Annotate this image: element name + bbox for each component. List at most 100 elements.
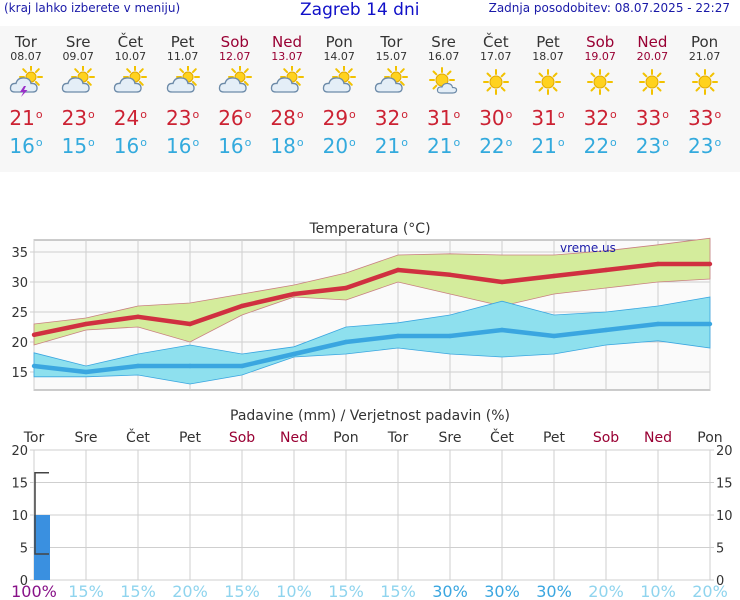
max-temp: 23o	[61, 106, 95, 130]
day-date: 14.07	[323, 50, 355, 63]
x-tick-label: Sre	[439, 430, 462, 446]
day-name: Ned	[272, 33, 302, 51]
y-tick-label-right: 15	[716, 477, 733, 492]
precip-probability-label: 15%	[328, 582, 364, 600]
forecast-day: Pet 11.07 23o 16o	[157, 26, 209, 158]
data-point	[187, 321, 193, 327]
min-temp: 22o	[479, 134, 513, 158]
day-name: Čet	[117, 33, 144, 51]
day-date: 10.07	[114, 50, 147, 63]
forecast-day: Čet 10.07 24o 16o	[104, 26, 156, 158]
min-temp: 21o	[374, 134, 408, 158]
watermark: vreme.us	[560, 241, 616, 255]
partly-cloudy-icon	[365, 65, 417, 100]
day-date: 15.07	[375, 50, 408, 63]
sun-icon	[626, 66, 678, 100]
last-update: Zadnja posodobitev: 08.07.2025 - 22:27	[488, 1, 730, 15]
x-tick-label: Sob	[593, 430, 619, 446]
min-temp: 16o	[218, 134, 252, 158]
x-tick-label: Pet	[543, 430, 566, 446]
day-name: Pon	[690, 33, 719, 51]
y-tick-label-right: 0	[716, 574, 724, 589]
partly-cloudy-icon	[104, 65, 156, 100]
day-name: Čet	[483, 33, 509, 51]
day-date: 08.07	[10, 50, 42, 63]
day-name: Sre	[431, 33, 456, 51]
data-point	[31, 332, 37, 337]
day-name: Pet	[536, 33, 560, 51]
day-date: 21.07	[688, 50, 721, 63]
y-tick-label: 25	[11, 306, 28, 321]
day-date: 09.07	[62, 50, 94, 63]
forecast-day: Ned 20.07 33o 23o	[626, 26, 678, 158]
x-tick-label: Pon	[697, 430, 722, 446]
max-temp: 28o	[270, 106, 304, 130]
precip-probability-label: 30%	[536, 582, 572, 600]
data-point	[395, 333, 401, 339]
y-tick-label: 20	[11, 336, 28, 351]
max-temp: 23o	[166, 106, 200, 130]
day-date: 19.07	[584, 50, 616, 63]
min-temp: 16o	[166, 134, 200, 158]
precip-probability-label: 15%	[120, 582, 156, 600]
precip-probability-label: 20%	[692, 582, 728, 600]
precip-probability-label: 20%	[172, 582, 208, 600]
sun-icon	[522, 66, 574, 100]
x-tick-label: Sob	[229, 430, 255, 446]
data-point	[655, 321, 661, 327]
x-tick-label: Pon	[333, 430, 358, 446]
x-tick-label: Ned	[280, 430, 308, 446]
data-point	[135, 363, 141, 369]
forecast-day: Pet 18.07 31o 21o	[522, 26, 574, 158]
day-name: Pet	[170, 33, 195, 51]
precip-range-bracket	[34, 472, 49, 555]
max-temp: 21o	[9, 106, 43, 130]
y-tick-label: 0	[20, 574, 28, 589]
forecast-day: Sob 19.07 32o 22o	[574, 26, 626, 158]
precip-probability-label: 20%	[588, 582, 624, 600]
data-point	[239, 363, 245, 369]
data-point	[291, 351, 297, 357]
forecast-day: Ned 13.07 28o 18o	[261, 26, 313, 158]
day-date: 18.07	[532, 50, 564, 63]
y-tick-label-right: 10	[716, 509, 733, 524]
x-tick-label: Čet	[126, 428, 150, 446]
min-temp: 23o	[688, 134, 722, 158]
min-temp: 22o	[583, 134, 617, 158]
x-tick-label: Tor	[23, 430, 45, 446]
forecast-day: Sre 16.07 31o 21o	[418, 26, 470, 158]
forecast-day: Tor 15.07 32o 21o	[365, 26, 417, 158]
max-temp: 30o	[479, 106, 513, 130]
min-temp: 15o	[61, 134, 95, 158]
y-tick-label: 35	[11, 246, 28, 261]
forecast-day: Pon 21.07 33o 23o	[679, 26, 731, 158]
min-temp: 18o	[270, 134, 304, 158]
partly-cloudy-icon	[209, 65, 261, 100]
data-point	[343, 339, 349, 345]
max-temp: 33o	[635, 106, 669, 130]
day-name: Sre	[65, 33, 91, 51]
precip-bar	[34, 515, 50, 580]
precip-probability-label: 100%	[11, 582, 57, 600]
day-date: 16.07	[427, 50, 460, 63]
min-temp: 16o	[9, 134, 43, 158]
sun-icon	[574, 66, 626, 100]
precip-probability-label: 10%	[640, 582, 676, 600]
min-temp: 21o	[531, 134, 565, 158]
forecast-day: Pon 14.07 29o 20o	[313, 26, 365, 158]
partly-cloudy-icon	[313, 65, 365, 100]
max-temp-line	[33, 261, 710, 338]
day-name: Tor	[380, 33, 403, 51]
data-point	[707, 261, 713, 267]
data-point	[135, 314, 141, 319]
max-temp: 24o	[113, 106, 147, 130]
day-date: 17.07	[480, 50, 512, 63]
forecast-day: Tor 08.07 21o 16o	[0, 26, 52, 158]
day-name: Ned	[637, 33, 668, 51]
partly-cloudy-thunder-icon	[0, 65, 52, 100]
x-tick-label: Tor	[387, 430, 409, 446]
min-temp: 21o	[427, 134, 461, 158]
max-temp: 33o	[688, 106, 722, 130]
partly-cloudy-icon	[157, 65, 209, 100]
sun-icon	[679, 66, 731, 100]
